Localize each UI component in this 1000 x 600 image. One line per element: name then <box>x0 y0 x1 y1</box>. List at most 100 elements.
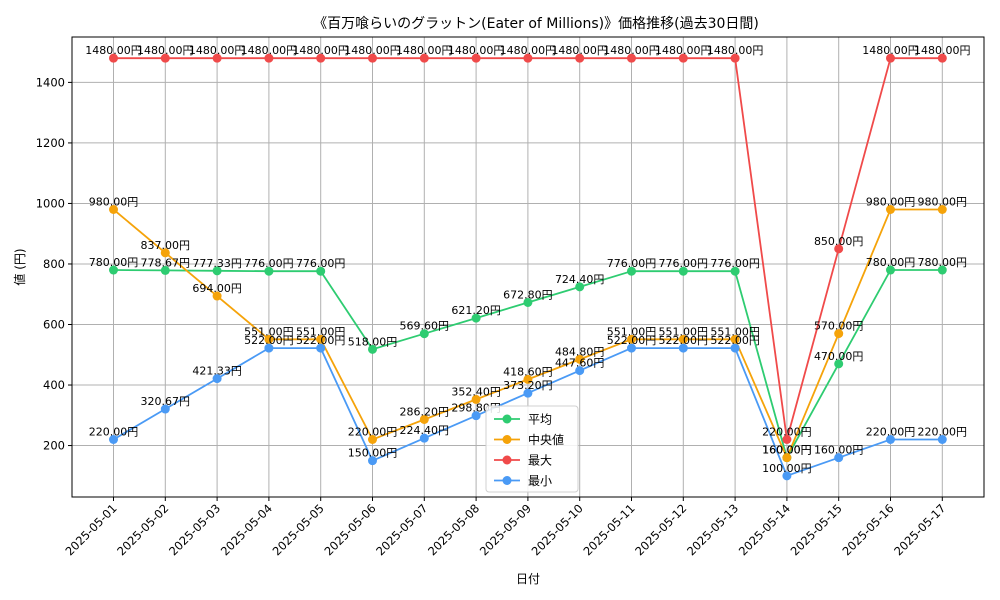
legend-box <box>485 405 579 493</box>
data-label-min: 224.40円 <box>400 424 450 437</box>
legend-label-max: 最大 <box>528 454 552 468</box>
data-point-min <box>523 388 533 398</box>
data-label-max: 1480.00円 <box>603 44 660 57</box>
data-point-min <box>368 456 377 466</box>
data-point-avg <box>368 344 377 354</box>
data-label-avg: 778.67円 <box>141 256 191 269</box>
data-label-max: 1480.00円 <box>344 44 401 57</box>
data-label-median: 980.00円 <box>918 196 968 209</box>
data-label-avg: 776.00円 <box>710 257 760 270</box>
data-label-max: 1480.00円 <box>448 44 505 57</box>
y-tick-label: 200 <box>43 439 65 453</box>
data-point-min <box>730 343 740 353</box>
data-point-avg <box>575 282 585 292</box>
data-label-max: 1480.00円 <box>137 44 194 57</box>
data-label-avg: 776.00円 <box>607 257 657 270</box>
data-label-avg: 518.00円 <box>348 335 398 348</box>
data-label-avg: 776.00円 <box>659 257 709 270</box>
x-tick-label: 2025-05-15 <box>788 501 845 558</box>
data-point-avg <box>264 266 274 276</box>
x-tick-label: 2025-05-07 <box>373 501 430 558</box>
data-label-min: 320.67円 <box>141 395 191 408</box>
data-label-avg: 160.00円 <box>762 444 812 457</box>
data-point-max <box>471 53 481 63</box>
data-label-median: 980.00円 <box>866 196 916 209</box>
x-tick-label: 2025-05-03 <box>166 501 223 558</box>
data-label-max: 1480.00円 <box>914 44 971 57</box>
data-label-max: 1480.00円 <box>396 44 453 57</box>
data-point-max <box>523 53 533 63</box>
data-point-max <box>368 53 377 63</box>
data-label-median: 551.00円 <box>607 325 657 338</box>
data-label-avg: 780.00円 <box>866 256 916 269</box>
data-label-median: 570.00円 <box>814 320 864 333</box>
data-point-avg <box>109 265 118 275</box>
data-label-avg: 724.40円 <box>555 273 605 286</box>
data-point-min <box>575 366 585 376</box>
data-label-max: 1480.00円 <box>241 44 298 57</box>
data-label-avg: 776.00円 <box>244 257 294 270</box>
data-label-max: 1480.00円 <box>551 44 608 57</box>
data-label-avg: 672.80円 <box>503 288 553 301</box>
data-label-max: 1480.00円 <box>500 44 557 57</box>
data-point-median <box>368 435 377 444</box>
series-layer <box>109 53 947 481</box>
data-label-median: 286.20円 <box>400 405 450 418</box>
x-tick-label: 2025-05-12 <box>632 501 689 558</box>
data-label-avg: 780.00円 <box>918 256 968 269</box>
data-label-avg: 621.20円 <box>451 304 501 317</box>
x-tick-label: 2025-05-06 <box>321 501 378 558</box>
data-label-min: 522.00円 <box>607 334 657 347</box>
data-point-median <box>730 334 740 344</box>
data-point-avg <box>730 266 740 276</box>
data-label-avg: 780.00円 <box>89 256 139 269</box>
legend-marker-median <box>502 435 512 444</box>
data-point-median <box>627 334 636 344</box>
data-point-min <box>316 343 326 353</box>
data-label-avg: 777.33円 <box>192 257 242 270</box>
x-tick-label: 2025-05-13 <box>684 501 741 558</box>
x-tick-label: 2025-05-14 <box>736 501 793 558</box>
data-point-median <box>212 291 222 301</box>
data-label-median: 551.00円 <box>296 325 346 338</box>
data-label-max: 1480.00円 <box>655 44 712 57</box>
x-tick-label: 2025-05-16 <box>839 501 896 558</box>
data-point-avg <box>523 297 533 307</box>
data-point-min <box>886 435 895 444</box>
legend-marker-avg <box>502 414 512 424</box>
data-label-max: 850.00円 <box>814 235 864 248</box>
x-tick-label: 2025-05-10 <box>529 501 586 558</box>
data-label-min: 522.00円 <box>659 334 709 347</box>
x-axis: 2025-05-012025-05-022025-05-032025-05-04… <box>62 497 948 558</box>
data-label-median: 551.00円 <box>659 325 709 338</box>
chart-title: 《百万喰らいのグラットン(Eater of Millions)》価格推移(過去3… <box>313 16 759 32</box>
data-point-avg <box>471 313 481 323</box>
data-label-min: 100.00円 <box>762 462 812 475</box>
data-label-median: 352.40円 <box>451 385 501 398</box>
y-tick-label: 400 <box>43 378 65 392</box>
data-label-min: 522.00円 <box>296 334 346 347</box>
data-point-median <box>886 205 895 214</box>
data-label-min: 220.00円 <box>89 426 139 439</box>
data-label-avg: 569.60円 <box>400 320 450 333</box>
data-label-median: 484.80円 <box>555 345 605 358</box>
data-point-max <box>886 53 895 63</box>
data-point-min <box>264 343 274 353</box>
data-point-avg <box>316 266 326 276</box>
data-label-max: 1480.00円 <box>292 44 349 57</box>
data-point-median <box>109 205 118 214</box>
data-label-median: 551.00円 <box>244 325 294 338</box>
data-point-median <box>419 414 429 424</box>
data-point-min <box>678 343 688 353</box>
data-label-max: 1480.00円 <box>707 44 764 57</box>
data-label-max: 1480.00円 <box>85 44 142 57</box>
data-point-min <box>109 435 118 444</box>
x-tick-label: 2025-05-05 <box>270 501 327 558</box>
data-point-max <box>937 53 947 63</box>
data-point-avg <box>160 265 170 275</box>
legend-marker-min <box>502 476 512 485</box>
data-point-avg <box>678 266 688 276</box>
data-point-median <box>937 205 947 214</box>
data-point-avg <box>212 266 222 276</box>
